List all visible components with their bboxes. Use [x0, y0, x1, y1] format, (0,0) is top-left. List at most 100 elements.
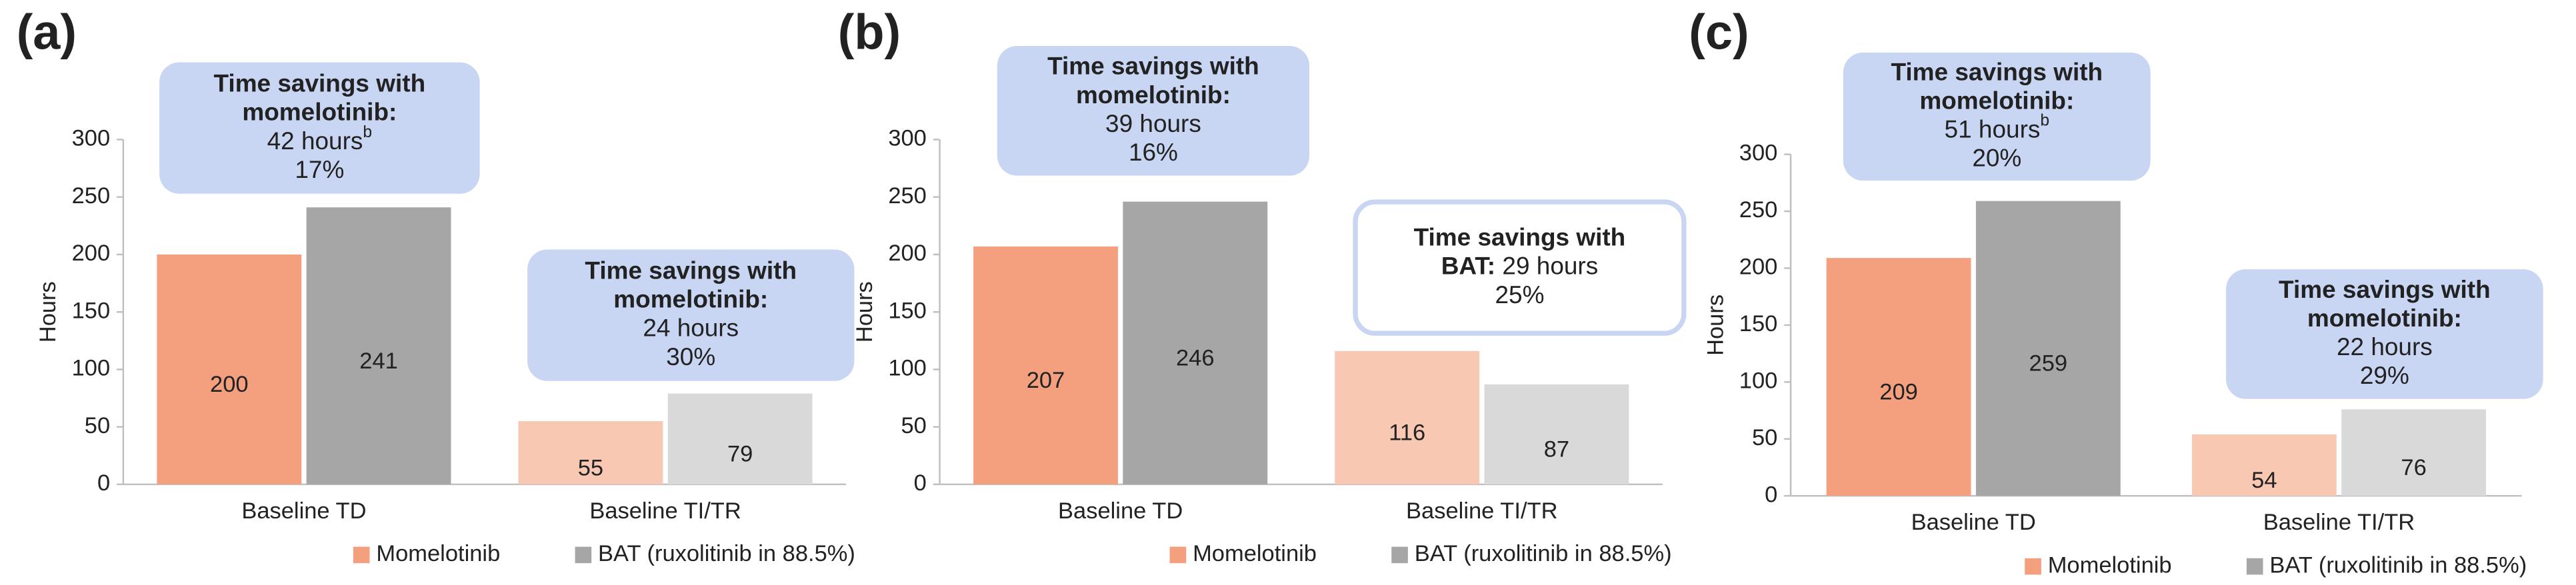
callout-heading-text: BAT:: [1441, 252, 1495, 279]
y-tick-label: 150: [1739, 311, 1778, 336]
callout-heading: momelotinib:: [1076, 81, 1231, 109]
y-tick-label: 100: [1739, 368, 1778, 393]
bar-value-label: 207: [1027, 368, 1065, 393]
y-axis-label: Hours: [35, 281, 61, 342]
bar-value-label: 246: [1176, 346, 1215, 371]
bar: [973, 246, 1118, 484]
legend-label: BAT (ruxolitinib in 88.5%): [598, 541, 855, 566]
callout-heading: momelotinib:: [242, 98, 397, 125]
bar-value-label: 54: [2251, 468, 2277, 493]
callout-body: 17%: [295, 156, 344, 183]
bar: [2341, 409, 2487, 496]
callout-heading-text: Time savings with: [1891, 58, 2103, 85]
callout-box: [997, 45, 1310, 176]
panel-label: (a): [17, 5, 77, 60]
callout-body: 24 hours: [643, 314, 739, 341]
callout-body: 51 hours: [1945, 115, 2041, 143]
panel-label: (b): [838, 5, 901, 60]
x-tick-label: Baseline TI/TR: [589, 498, 741, 524]
callout-heading-text: Time savings with: [214, 69, 426, 97]
x-tick-label: Baseline TI/TR: [2263, 510, 2415, 535]
callout-heading-text: momelotinib:: [613, 285, 768, 312]
callout-box: [2226, 269, 2543, 399]
callout-superscript: b: [2040, 111, 2049, 129]
callout-box: [527, 249, 855, 381]
bar: [667, 393, 813, 484]
bar-value-label: 259: [2029, 351, 2068, 376]
callout-heading: Time savings with: [2279, 276, 2491, 303]
y-tick-label: 150: [888, 298, 927, 323]
bar: [1484, 384, 1629, 484]
bar: [306, 207, 451, 484]
bar-value-label: 209: [1879, 379, 1918, 404]
callout-heading: Time savings with: [1047, 52, 1259, 79]
legend-swatch: [2025, 558, 2041, 575]
callout-body-line: 39 hours: [1105, 110, 1201, 137]
callout-body: 16%: [1129, 139, 1178, 166]
y-tick-label: 0: [1765, 482, 1777, 507]
bar: [2191, 434, 2337, 496]
callout-box: [159, 62, 480, 194]
bar-value-label: 87: [1544, 437, 1569, 462]
legend-swatch: [575, 546, 592, 564]
y-tick-label: 50: [901, 413, 927, 438]
x-tick-label: Baseline TI/TR: [1406, 498, 1557, 524]
legend-label: Momelotinib: [376, 541, 500, 566]
y-tick-label: 200: [72, 241, 111, 266]
callout-body-line: 42 hoursb: [267, 123, 373, 155]
legend-swatch: [1169, 546, 1187, 564]
y-tick-label: 200: [1739, 255, 1778, 280]
callout-body: 22 hours: [2337, 333, 2433, 360]
y-tick-label: 300: [72, 126, 111, 151]
x-tick-label: Baseline TD: [1911, 510, 2036, 535]
callout-body-line: 29%: [2360, 362, 2409, 389]
panel-label: (c): [1689, 5, 1749, 60]
callout-heading: momelotinib:: [2307, 304, 2462, 332]
legend-label: Momelotinib: [2048, 552, 2172, 578]
y-tick-label: 300: [1739, 141, 1778, 166]
callout-body-line: 16%: [1129, 139, 1178, 166]
y-tick-label: 0: [914, 470, 927, 496]
bar-value-label: 116: [1389, 420, 1425, 446]
y-tick-label: 100: [72, 356, 111, 381]
legend-swatch: [2246, 558, 2263, 575]
y-tick-label: 50: [1752, 425, 1777, 450]
bar-value-label: 76: [2401, 455, 2426, 480]
callout-body: 42 hours: [267, 127, 363, 155]
y-tick-label: 200: [888, 241, 927, 266]
x-tick-label: Baseline TD: [241, 498, 366, 524]
y-tick-label: 0: [97, 470, 110, 496]
bar: [1975, 201, 2121, 496]
callout-heading: momelotinib:: [1919, 87, 2074, 114]
callout-heading: BAT: 29 hours: [1441, 252, 1599, 279]
legend-label: Momelotinib: [1193, 541, 1317, 566]
legend-swatch: [1391, 546, 1408, 564]
bar-value-label: 241: [359, 348, 398, 374]
callout-heading: Time savings with: [1414, 223, 1626, 251]
callout-body: 39 hours: [1105, 110, 1201, 137]
callout-body-line: 51 hoursb: [1945, 111, 2050, 143]
callout-body-line: 25%: [1495, 281, 1544, 308]
bar: [1123, 201, 1268, 484]
callout-heading-text: momelotinib:: [1919, 87, 2074, 114]
callout-heading: Time savings with: [1891, 58, 2103, 85]
bar-value-label: 200: [210, 372, 249, 397]
callout-heading-text: momelotinib:: [1076, 81, 1231, 109]
callout-body-line: 30%: [666, 343, 715, 370]
y-tick-label: 250: [1739, 197, 1778, 223]
y-tick-label: 100: [888, 356, 927, 381]
callout-body: 29 hours: [1502, 252, 1598, 279]
x-tick-label: Baseline TD: [1058, 498, 1183, 524]
callout-heading-text: momelotinib:: [242, 98, 397, 125]
legend-label: BAT (ruxolitinib in 88.5%): [1415, 541, 1672, 566]
callout-heading: Time savings with: [214, 69, 426, 97]
legend-swatch: [353, 546, 370, 564]
callout-heading: Time savings with: [585, 257, 797, 284]
callout-body-line: 22 hours: [2337, 333, 2433, 360]
bar: [157, 254, 302, 484]
y-tick-label: 50: [85, 413, 110, 438]
callout-body: 30%: [666, 343, 715, 370]
bar: [1335, 350, 1480, 484]
